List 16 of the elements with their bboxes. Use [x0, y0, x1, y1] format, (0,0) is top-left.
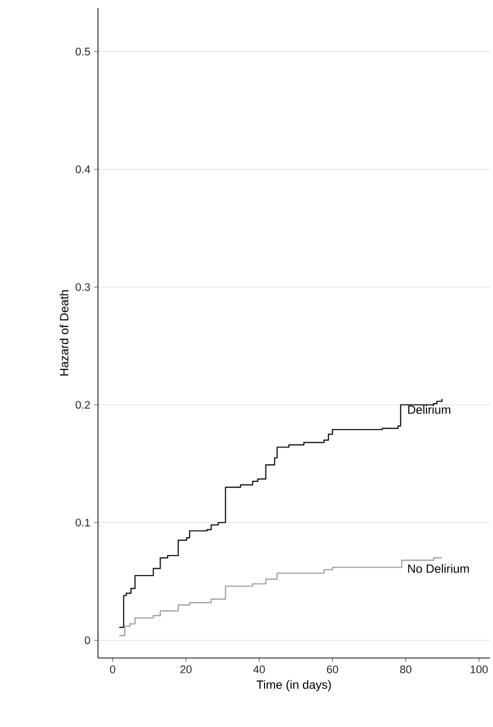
series-label: Delirium	[408, 405, 450, 414]
series-label: No Delirium	[408, 564, 469, 573]
x-tick-label: 60	[326, 666, 338, 674]
y-tick-label: 0.1	[76, 518, 90, 526]
x-tick-label: 100	[470, 666, 488, 674]
x-tick-label: 20	[180, 666, 192, 674]
x-tick-label: 80	[400, 666, 412, 674]
x-tick-label: 40	[253, 666, 265, 674]
y-tick-label: 0.2	[76, 400, 90, 409]
x-axis-title: Time (in days)	[256, 680, 331, 692]
y-tick-label: 0.4	[76, 165, 90, 174]
x-tick-label: 0	[110, 666, 116, 674]
y-tick-label: 0	[84, 636, 90, 644]
y-tick-label: 0.5	[76, 48, 90, 56]
y-axis-title: Hazard of Death	[60, 290, 68, 376]
y-tick-label: 0.3	[76, 283, 90, 291]
